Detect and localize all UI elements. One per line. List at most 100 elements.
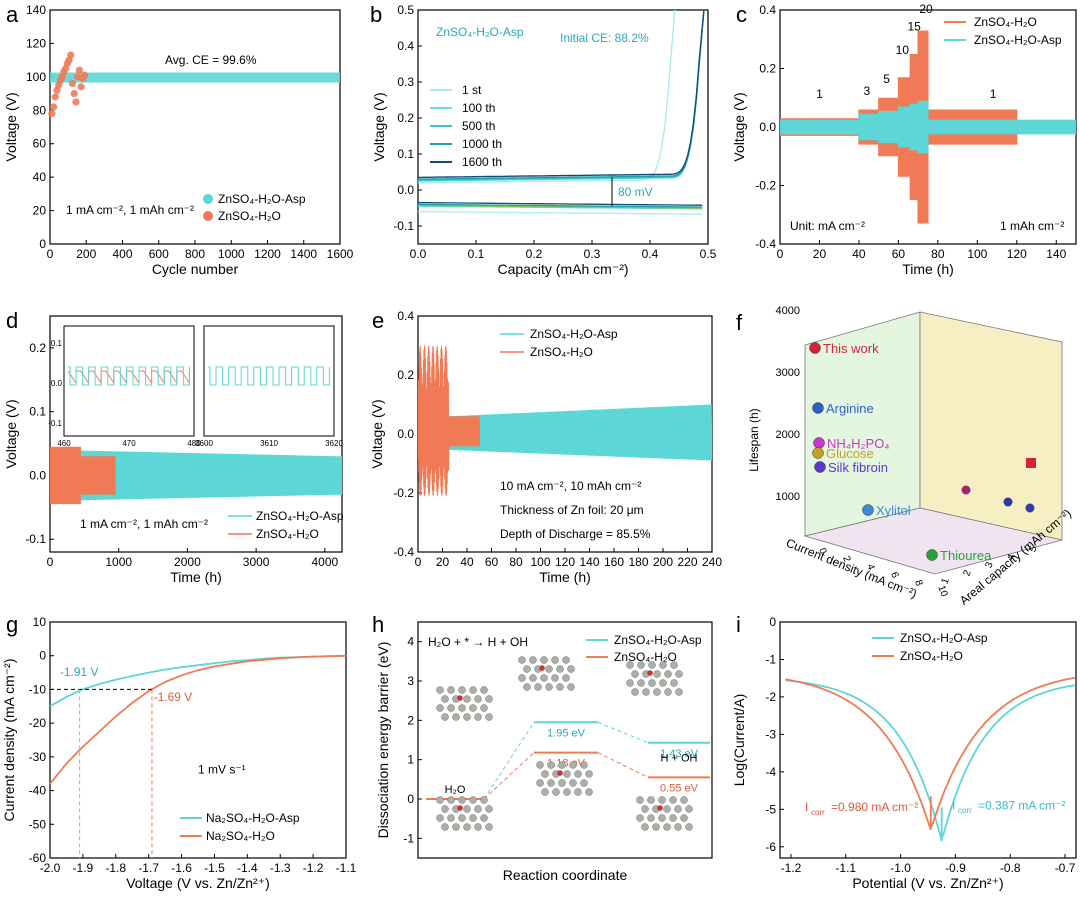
- atom: [648, 661, 656, 669]
- x-tick-label: 120: [555, 555, 575, 569]
- atom: [636, 814, 644, 822]
- x-tick-label: 2000: [174, 555, 201, 569]
- x-tick-label: -2.0: [40, 861, 61, 875]
- atom: [658, 796, 666, 804]
- inset-x-tick-label: 3600: [195, 439, 213, 448]
- asp-voltage-trace: [878, 110, 899, 144]
- y-tick-label: 80: [33, 103, 47, 117]
- y-tick-label: -1: [403, 831, 414, 845]
- inset-x-tick-label: 3610: [260, 439, 278, 448]
- x-tick-label: 0: [816, 547, 828, 556]
- atom: [447, 686, 455, 694]
- y-tick-label: -0.4: [755, 237, 776, 251]
- atom: [485, 805, 493, 813]
- annotation: Initial CE: 88.2%: [560, 31, 649, 45]
- asp-voltage-trace: [897, 106, 911, 148]
- x-tick-label: 0.1: [468, 247, 485, 261]
- x-tick-label: 0: [777, 247, 784, 261]
- asp-voltage-trace: [909, 103, 919, 151]
- annotation: 1 mV s⁻¹: [198, 763, 246, 777]
- energy-connector: [597, 752, 649, 778]
- discharge-curve: [418, 210, 703, 215]
- atom: [474, 805, 482, 813]
- charge-curve: [418, 10, 676, 184]
- y-tick-label: 0.1: [29, 405, 46, 419]
- annotation: =0.387 mA cm⁻²: [978, 798, 1065, 812]
- atom-structure: [518, 656, 575, 691]
- state-label: H₂O: [445, 784, 466, 796]
- x-tick-label: 0.0: [410, 247, 427, 261]
- legend-label: Na₂SO₄-H₂O: [206, 829, 275, 843]
- atom: [556, 665, 564, 673]
- y-tick-label: 40: [33, 170, 47, 184]
- x-tick-label: -1.2: [781, 861, 802, 875]
- point-label: Arginine: [826, 401, 874, 416]
- y-tick-label: 0.1: [397, 147, 414, 161]
- inset-y-tick-label: 0.1: [51, 339, 63, 348]
- y-tick-label: 140: [26, 3, 46, 17]
- inset-asp-trace: [208, 366, 330, 386]
- atom: [529, 674, 537, 682]
- atom: [452, 713, 460, 721]
- atom: [447, 796, 455, 804]
- floor: [803, 507, 1063, 575]
- panel-label-b: b: [370, 2, 382, 27]
- atom: [558, 779, 566, 787]
- atom: [675, 670, 683, 678]
- discharge-curve: [418, 201, 703, 206]
- energy-label: 0.55 eV: [660, 782, 699, 794]
- h2o-voltage-trace: [418, 345, 480, 496]
- h2o-ce-point: [72, 98, 80, 106]
- y-tick-label: 100: [26, 70, 46, 84]
- atom: [648, 679, 656, 687]
- x-tick-label: 120: [1007, 247, 1027, 261]
- data-point: [812, 402, 824, 414]
- panel-label-c: c: [736, 2, 747, 27]
- inset-asp-trace: [68, 366, 190, 386]
- atom: [626, 679, 634, 687]
- x-tick-label: 2: [840, 555, 852, 564]
- energy-label: 1.95 eV: [547, 727, 586, 739]
- atom: [463, 823, 471, 831]
- legend-marker: [203, 194, 213, 204]
- atom: [552, 788, 560, 796]
- atom: [485, 823, 493, 831]
- annotation: -1.91 V: [60, 665, 99, 679]
- y-tick-label: 0.4: [759, 3, 776, 17]
- x-tick-label: 1000: [105, 555, 132, 569]
- y-tick-label: 0: [769, 615, 776, 629]
- y-tick-label: 0.0: [29, 468, 46, 482]
- x-tick-label: -1.7: [138, 861, 159, 875]
- data-point: [1026, 458, 1036, 468]
- panel-label-h: h: [372, 612, 384, 637]
- panel-d: 0 1000 2000 3000 4000 -0.1 0.0 0.1 0.2 Time (h) Vo…: [3, 315, 344, 585]
- atom: [664, 670, 672, 678]
- atom: [631, 670, 639, 678]
- h2o-ce-point: [77, 83, 85, 91]
- annotation: corr: [958, 806, 972, 815]
- y-tick-label: 0: [407, 792, 414, 806]
- oxygen-atom: [647, 670, 653, 676]
- z-tick-label: 3: [984, 560, 996, 569]
- atom: [463, 805, 471, 813]
- legend-label: ZnSO₄-H₂O: [530, 345, 593, 359]
- panel-g: -2.0 -1.9 -1.8 -1.7 -1.6 -1.5 -1.4 -1.3 -1.2 -1.1…: [1, 615, 357, 891]
- x-tick-label: 20: [813, 247, 827, 261]
- plot-frame: [417, 621, 713, 859]
- x-tick-label: 40: [460, 555, 474, 569]
- h2o-voltage-band: [50, 446, 81, 505]
- y-tick-label: -10: [29, 682, 47, 696]
- atom: [685, 805, 693, 813]
- y-tick-label: 0.0: [397, 183, 414, 197]
- atom: [658, 814, 666, 822]
- atom: [636, 796, 644, 804]
- y-tick-label: 2: [407, 713, 414, 727]
- energy-label: 1.43 eV: [660, 748, 699, 760]
- atom: [652, 823, 660, 831]
- x-tick-label: 400: [112, 247, 132, 261]
- x-axis-label: Time (h): [170, 569, 222, 585]
- y-tick-label: -2: [765, 690, 776, 704]
- atom: [637, 661, 645, 669]
- point-label: Xylitol: [876, 503, 911, 518]
- x-tick-label: -1.8: [105, 861, 126, 875]
